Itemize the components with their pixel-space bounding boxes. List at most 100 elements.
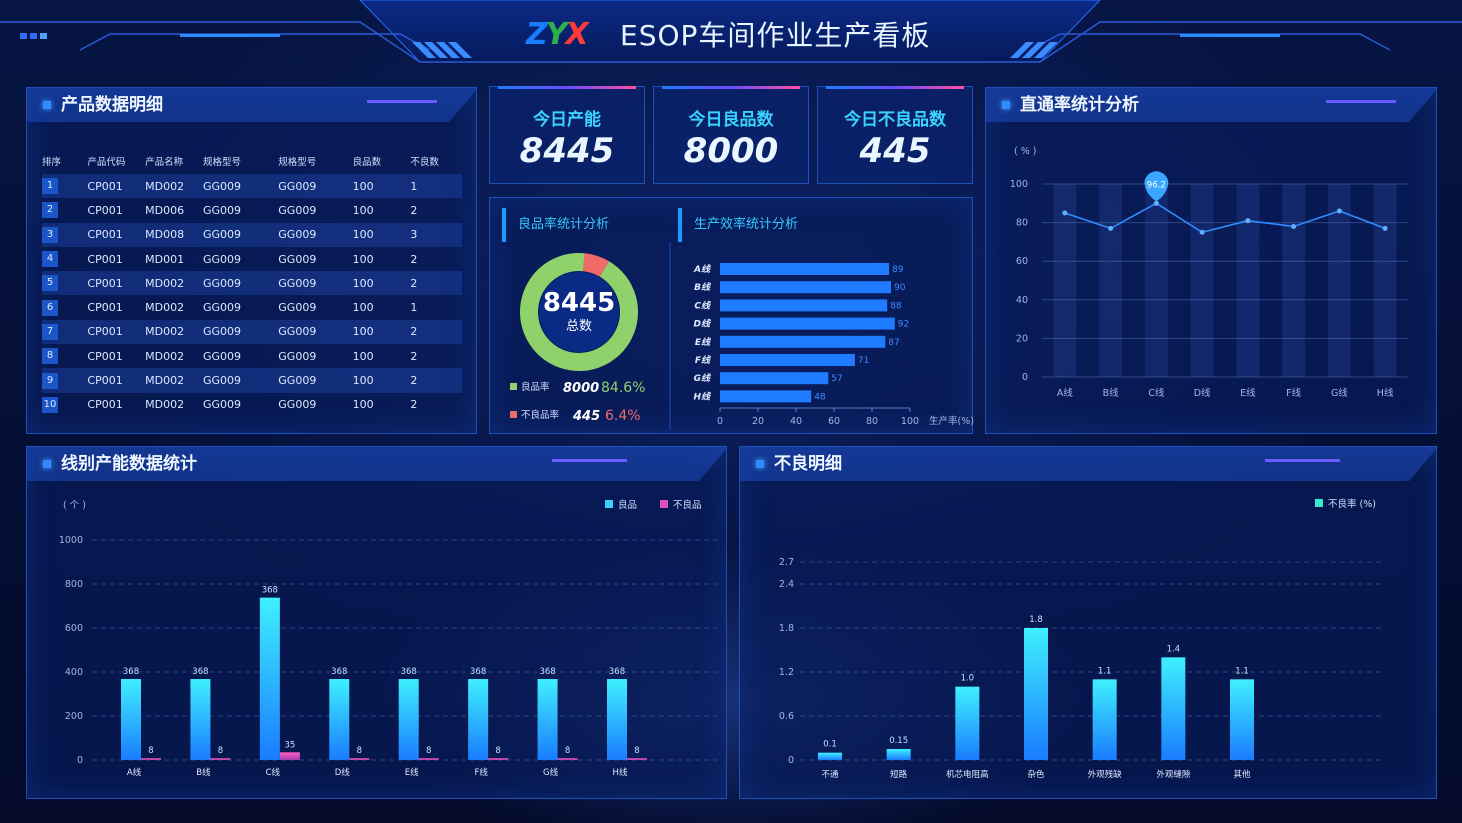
table-row[interactable]: 8 CP001 MD002 GG009 GG009 100 2 <box>42 344 462 368</box>
table-cell: MD001 <box>145 252 185 266</box>
table-cell: 3 <box>410 222 462 247</box>
bar-value-label: 71 <box>858 356 869 366</box>
rank-cell: 7 <box>42 319 88 345</box>
x-tick-label: E线 <box>1240 387 1256 399</box>
table-cell: 100 <box>352 349 374 363</box>
capacity-panel: 线别产能数据统计 ( 个 ) 良品 不良品 0 200 400 600 800 1000 3… <box>26 446 728 799</box>
table-row[interactable]: 2 CP001 MD006 GG009 GG009 100 2 <box>42 198 462 222</box>
y-tick-label: 1.2 <box>779 667 794 678</box>
efficiency-chart-title: 生产效率统计分析 <box>678 208 798 242</box>
capacity-bar-bad <box>418 758 439 760</box>
kpi-accent <box>662 86 800 89</box>
donut-center-value: 8445 <box>543 288 615 318</box>
page-title: ESOP车间作业生产看板 <box>620 19 931 52</box>
table-cell: GG009 <box>278 271 353 296</box>
kpi-label: 今日不良品数 <box>844 110 946 130</box>
rank-cell: 5 <box>42 271 88 296</box>
kpi-value: 8445 <box>519 131 615 171</box>
capacity-chart: ( 个 ) 良品 不良品 0 200 400 600 800 1000 368 8 A线 368 8… <box>59 499 717 778</box>
x-tick-label: F线 <box>1286 387 1301 399</box>
legend-swatch-good <box>605 500 613 508</box>
x-tick-label: 80 <box>866 416 878 427</box>
bar-value-label: 8 <box>565 746 570 756</box>
table-cell: 100 <box>352 252 374 266</box>
table-cell: CP001 <box>87 349 123 363</box>
line-chart-body: 0 20 40 60 80 100 A线 B线 C线 D线 E线 F线 G线 H线 96.2 <box>1010 171 1408 399</box>
defect-bar <box>1230 679 1254 760</box>
y-tick-label: 0 <box>1022 372 1028 383</box>
table-row[interactable]: 7 CP001 MD002 GG009 GG009 100 2 <box>42 319 462 345</box>
rank-cell: 2 <box>42 198 87 222</box>
table-cell: CP001 <box>87 301 123 315</box>
bar-value-label: 89 <box>892 265 904 275</box>
table-row[interactable]: 4 CP001 MD001 GG009 GG009 100 2 <box>42 247 462 271</box>
bar-value-label: 1.1 <box>1098 666 1112 676</box>
table-cell: 2 <box>410 252 418 266</box>
bar-value-label: 368 <box>123 667 139 677</box>
table-cell: GG009 <box>278 349 317 363</box>
capacity-bar-good <box>468 679 489 760</box>
y-tick-label: 1000 <box>59 535 83 546</box>
table-row[interactable]: 6 CP001 MD002 GG009 GG009 100 1 <box>42 295 462 319</box>
table-cell: CP001 <box>87 398 123 412</box>
legend-good-rate: 84.6% <box>601 380 645 396</box>
bar-value-label: 88 <box>890 301 902 311</box>
table-cell: MD002 <box>145 349 185 363</box>
kpi-card-bad: 今日不良品数 445 <box>817 86 973 184</box>
bar-value-label: 8 <box>426 746 431 756</box>
bar-value-label: 92 <box>898 320 909 330</box>
y-tick-label: 40 <box>1016 295 1028 306</box>
table-row[interactable]: 5 CP001 MD002 GG009 GG009 100 2 <box>42 271 462 296</box>
y-tick-label: 1.8 <box>779 623 794 634</box>
bar-category-label: H线 <box>693 391 711 402</box>
x-tick-label: H线 <box>1377 387 1394 399</box>
bar-category-label: B线 <box>694 282 711 293</box>
bar-value-label: 0.15 <box>889 736 908 746</box>
header: ZYX ESOP车间作业生产看板 <box>0 0 1462 70</box>
table-cell: GG009 <box>202 222 279 247</box>
table-cell: GG009 <box>202 271 279 296</box>
table-row[interactable]: 9 CP001 MD002 GG009 GG009 100 2 <box>42 368 462 393</box>
line-point <box>1291 223 1297 229</box>
efficiency-bar <box>720 299 888 312</box>
line-point <box>1108 225 1114 231</box>
table-cell: GG009 <box>278 222 353 247</box>
bar-value-label: 368 <box>470 667 486 677</box>
defect-bars: 0 0.6 1.2 1.8 2.4 2.7 0.1 不通 0.15 短路 1.0 机芯电阻高 1.8 杂色… <box>779 557 1385 780</box>
bar-value-label: 1.4 <box>1167 644 1181 654</box>
table-row[interactable]: 10 CP001 MD002 GG009 GG009 100 2 <box>42 393 462 417</box>
rank-cell: 10 <box>42 393 87 417</box>
legend-bad-name: 不良品率 <box>521 409 560 421</box>
panel-title-bar <box>740 447 1438 481</box>
table-cell: 100 <box>352 203 374 217</box>
x-tick-label: 100 <box>901 416 919 427</box>
capacity-bar-bad <box>349 758 370 760</box>
table-cell: GG009 <box>278 203 317 217</box>
kpi-accent <box>498 86 636 89</box>
table-cell: 100 <box>352 368 411 393</box>
rank-cell: 3 <box>42 222 88 247</box>
line-point <box>1336 208 1342 214</box>
efficiency-bar <box>720 354 855 366</box>
defect-bar <box>818 752 842 760</box>
rank-badge: 5 <box>42 275 58 292</box>
kpi-value: 445 <box>859 131 931 171</box>
rank-badge: 7 <box>42 323 58 340</box>
bar-category-label: E线 <box>695 337 711 348</box>
line-point <box>1199 229 1205 235</box>
y-tick-label: 60 <box>1016 256 1028 267</box>
efficiency-bar-chart: A线 89 B线 90 C线 88 D线 92 E线 87 F线 71 G线 57 H线 48 0 20 40 60 8… <box>693 263 974 427</box>
table-cell: GG009 <box>202 368 279 393</box>
bar-category-label: A线 <box>693 264 711 275</box>
rank-cell: 9 <box>42 368 88 393</box>
table-row[interactable]: 1 CP001 MD002 GG009 GG009 100 1 <box>42 174 462 199</box>
table-cell: MD002 <box>145 301 185 315</box>
legend-good: 良品 <box>618 499 637 511</box>
bar-value-label: 368 <box>331 667 347 677</box>
bar-value-label: 8 <box>148 746 153 756</box>
defect-bar <box>1092 679 1117 760</box>
column-header: 排序 <box>42 157 62 168</box>
table-row[interactable]: 3 CP001 MD008 GG009 GG009 100 3 <box>42 222 462 247</box>
kpi-card-capacity: 今日产能 8445 <box>489 86 645 184</box>
x-tick-label: 机芯电阻高 <box>946 769 989 780</box>
